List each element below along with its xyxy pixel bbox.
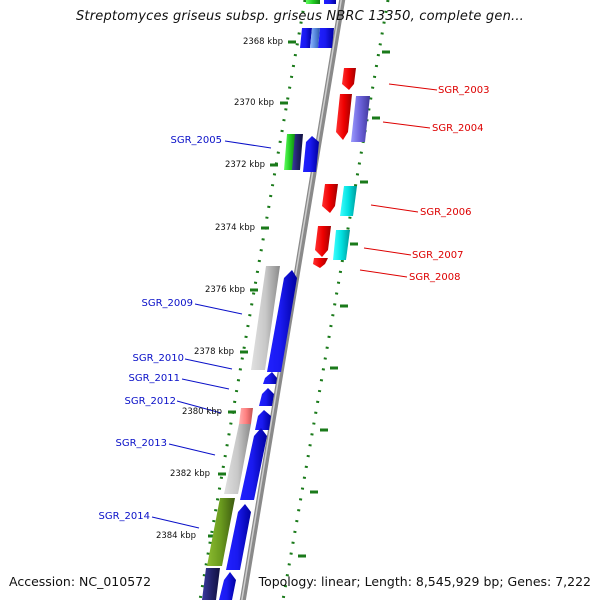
gene-label-SGR_2005: SGR_2005: [171, 135, 223, 146]
gene-label-SGR_2010: SGR_2010: [133, 353, 185, 364]
forward-leader-lines: [151, 140, 272, 529]
gene-SGR_2013: [224, 424, 251, 494]
scale-ticks-right: [298, 50, 390, 558]
gene-label-SGR_2009: SGR_2009: [142, 298, 194, 309]
scale-label: 2368 kbp: [243, 37, 283, 47]
gene-block: [322, 184, 338, 213]
gene-block: [315, 226, 331, 257]
gene-block: [202, 568, 220, 600]
gene-block: [306, 0, 320, 4]
gene-block: [318, 28, 334, 48]
gene-SGR_2009: [251, 266, 280, 370]
gene-label-SGR_2004: SGR_2004: [432, 123, 484, 134]
gene-SGR_2007: [333, 230, 350, 260]
scale-label: 2380 kbp: [182, 407, 222, 417]
scale-label: 2376 kbp: [205, 285, 245, 295]
gene-block: [267, 270, 297, 372]
gene-SGR_2014-group[interactable]: [207, 498, 251, 570]
gene-SGR_2008[interactable]: [313, 258, 328, 268]
scale-label: 2382 kbp: [170, 469, 210, 479]
gene-SGR_2007-group[interactable]: [315, 226, 350, 260]
scale-label: 2370 kbp: [234, 98, 274, 108]
reverse-gene-labels[interactable]: SGR_2003 SGR_2004 SGR_2006 SGR_2007 SGR_…: [409, 85, 490, 283]
gene-SGR_2006-group[interactable]: [322, 184, 357, 216]
gene-label-SGR_2008: SGR_2008: [409, 272, 461, 283]
scale-track-right: [281, 0, 390, 600]
gene-block: [310, 28, 320, 48]
gene-SGR_2009-group[interactable]: [251, 266, 297, 372]
gene-SGR_2004-group[interactable]: [336, 94, 370, 142]
gene-block: [336, 94, 352, 140]
gene-SGR_2012: [239, 408, 253, 424]
gene-label-SGR_2006: SGR_2006: [420, 207, 472, 218]
scale-label: 2374 kbp: [215, 223, 255, 233]
gene-block: [292, 134, 303, 170]
gene-SGR_2004: [351, 96, 370, 142]
scale-label: 2372 kbp: [225, 160, 265, 170]
gene-block: [255, 410, 271, 430]
scale-label: 2384 kbp: [156, 531, 196, 541]
gene-block: [226, 504, 251, 570]
gene-label-SGR_2012: SGR_2012: [125, 396, 177, 407]
gene-block: [219, 572, 236, 600]
gene-label-SGR_2014: SGR_2014: [99, 511, 151, 522]
genome-summary-text: Topology: linear; Length: 8,545,929 bp; …: [258, 574, 591, 589]
gene-block: [303, 136, 319, 172]
accession-text: Accession: NC_010572: [9, 574, 152, 589]
gene-SGR_2010[interactable]: [263, 372, 277, 384]
gene-SGR_2003[interactable]: [342, 68, 356, 90]
gene-block: [300, 28, 312, 48]
gene-label-SGR_2003: SGR_2003: [438, 85, 490, 96]
gene-blocks-bottom[interactable]: [202, 568, 236, 600]
gene-label-SGR_2013: SGR_2013: [116, 438, 168, 449]
gene-SGR_2012-group[interactable]: [239, 408, 271, 430]
gene-label-SGR_2011: SGR_2011: [129, 373, 181, 384]
gene-SGR_2006: [340, 186, 357, 216]
forward-gene-labels[interactable]: SGR_2005 SGR_2009 SGR_2010 SGR_2011 SGR_…: [99, 135, 223, 522]
scale-labels: 2368 kbp 2370 kbp 2372 kbp 2374 kbp 2376…: [156, 37, 283, 541]
scale-track-left: [198, 0, 307, 600]
scale-label: 2378 kbp: [194, 347, 234, 357]
gene-blocks-top[interactable]: [300, 0, 336, 48]
gene-label-SGR_2007: SGR_2007: [412, 250, 464, 261]
gene-SGR_2011[interactable]: [259, 388, 274, 406]
gene-block: [240, 428, 267, 500]
gene-block: [324, 0, 336, 4]
map-title: Streptomyces griseus subsp. griseus NBRC…: [75, 9, 525, 24]
gene-SGR_2005-group[interactable]: [284, 134, 319, 172]
gene-SGR_2013-group[interactable]: [224, 424, 267, 500]
gene-SGR_2014: [207, 498, 235, 566]
reverse-leader-lines: [359, 83, 438, 278]
